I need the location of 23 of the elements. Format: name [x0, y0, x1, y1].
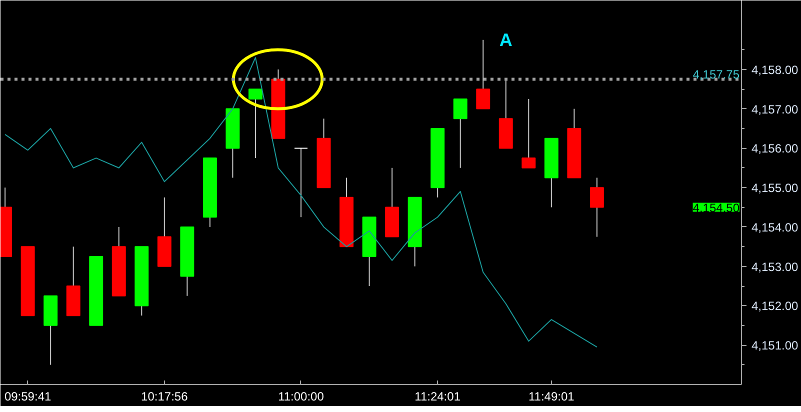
y-tick-label: 4,157.00 — [752, 102, 799, 116]
candlestick — [590, 177, 604, 238]
x-tick-label: 10:17:56 — [141, 390, 188, 404]
y-tick-label: 4,156.00 — [752, 142, 799, 156]
y-tick-label: 4,154.00 — [752, 220, 799, 234]
x-tick-label: 11:24:01 — [414, 390, 461, 404]
x-tick-label: 11:00:00 — [278, 390, 324, 404]
annotation: A — [499, 30, 512, 50]
candlestick — [476, 39, 490, 110]
y-tick-label: 4,152.00 — [752, 299, 799, 314]
line-series — [4, 57, 598, 348]
y-tick-label: 4,151.00 — [752, 338, 799, 353]
y-tick-label: 4,158.00 — [752, 62, 799, 77]
candlestick — [453, 98, 468, 168]
candlestick — [522, 98, 536, 168]
candlestick — [248, 88, 262, 159]
y-tick-label: 4,153.00 — [752, 260, 799, 274]
y-tick-label: 4,155.00 — [752, 181, 799, 196]
x-tick-label: 11:49:01 — [528, 390, 575, 404]
candlestick — [294, 148, 308, 218]
x-tick-label: 09:59:41 — [4, 390, 52, 404]
ref-line-label: 4,157.75 — [692, 67, 740, 82]
text: 4,154.50 — [692, 200, 740, 215]
